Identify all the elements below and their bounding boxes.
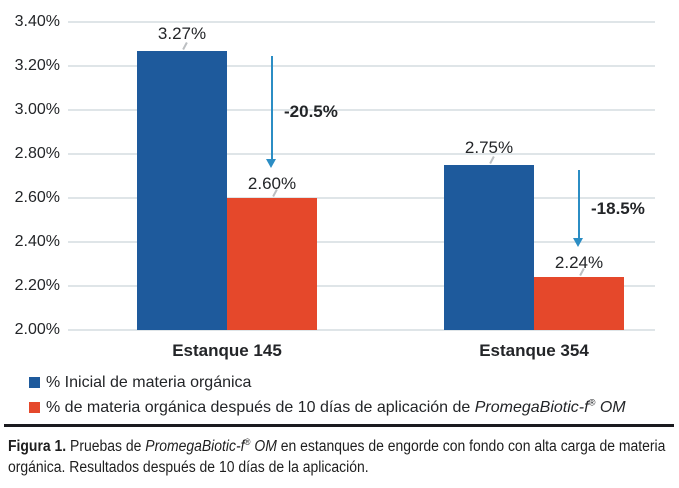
reduction-percent-label: -18.5% [591, 198, 645, 218]
reduction-arrow [271, 55, 273, 160]
gridline [68, 65, 655, 67]
gridline [68, 241, 655, 243]
gridline [68, 153, 655, 155]
caption-brand-name: PromegaBiotic-f [145, 438, 245, 455]
y-axis-tick-label: 2.00% [14, 321, 60, 338]
gridline [68, 285, 655, 287]
data-label: 3.27% [157, 23, 207, 43]
legend-item-initial: % Inicial de materia orgánica [29, 374, 626, 392]
reduction-arrow [578, 170, 580, 240]
legend-swatch-red [29, 402, 40, 413]
caption-text-1: Pruebas de [66, 438, 146, 455]
reduction-arrow-head [573, 238, 583, 248]
legend-label-after-text: % de materia orgánica después de 10 días… [46, 399, 475, 416]
legend-swatch-blue [29, 377, 40, 388]
bar-after [227, 198, 317, 330]
caption-brand-suffix: OM [250, 438, 277, 455]
legend-brand-name: PromegaBiotic-f [474, 399, 589, 416]
gridline [68, 21, 655, 23]
legend-item-after: % de materia orgánica después de 10 días… [29, 397, 626, 417]
reduction-arrow-head [266, 159, 276, 168]
caption-figure-label: Figura 1. [8, 438, 67, 455]
legend-label-after: % de materia orgánica después de 10 días… [46, 397, 626, 417]
gridline [68, 197, 655, 199]
figure-caption: Figura 1. Pruebas de PromegaBiotic-f® OM… [8, 436, 679, 478]
data-label: 2.24% [554, 253, 604, 273]
y-axis-tick-label: 3.20% [14, 57, 60, 74]
registered-mark-icon: ® [588, 397, 596, 408]
legend-label-initial: % Inicial de materia orgánica [46, 374, 252, 391]
gridline [68, 329, 655, 331]
registered-mark-icon: ® [244, 436, 251, 447]
y-axis-tick-label: 2.40% [14, 233, 60, 250]
bar-initial [444, 165, 534, 330]
data-label: 2.60% [247, 174, 297, 193]
y-axis-tick-label: 3.40% [14, 13, 60, 30]
data-label: 2.75% [464, 138, 514, 157]
y-axis-tick-label: 2.60% [14, 189, 60, 206]
y-axis-tick-label: 2.20% [14, 277, 60, 294]
gridline [68, 109, 655, 111]
bar-after [534, 277, 624, 330]
caption-separator [4, 424, 674, 427]
x-axis-category-label: Estanque 145 [172, 341, 282, 360]
chart-legend: % Inicial de materia orgánica % de mater… [29, 374, 626, 424]
bar-chart: 3.40% 3.20% 3.00% 2.80% 2.60% 2.40% 2.20% 2.00%… [14, 13, 655, 360]
bar-initial [137, 50, 227, 330]
y-axis-tick-label: 2.80% [14, 145, 60, 162]
x-axis-category-label: Estanque 354 [479, 341, 589, 360]
y-axis-tick-label: 3.00% [14, 101, 60, 118]
reduction-percent-label: -20.5% [284, 101, 338, 121]
data-label-leader-line [182, 41, 188, 50]
caption-text-2: en estanques de engorde con fondo con al… [8, 438, 666, 476]
data-label-leader-line [489, 155, 495, 165]
legend-brand-suffix: OM [595, 399, 626, 416]
